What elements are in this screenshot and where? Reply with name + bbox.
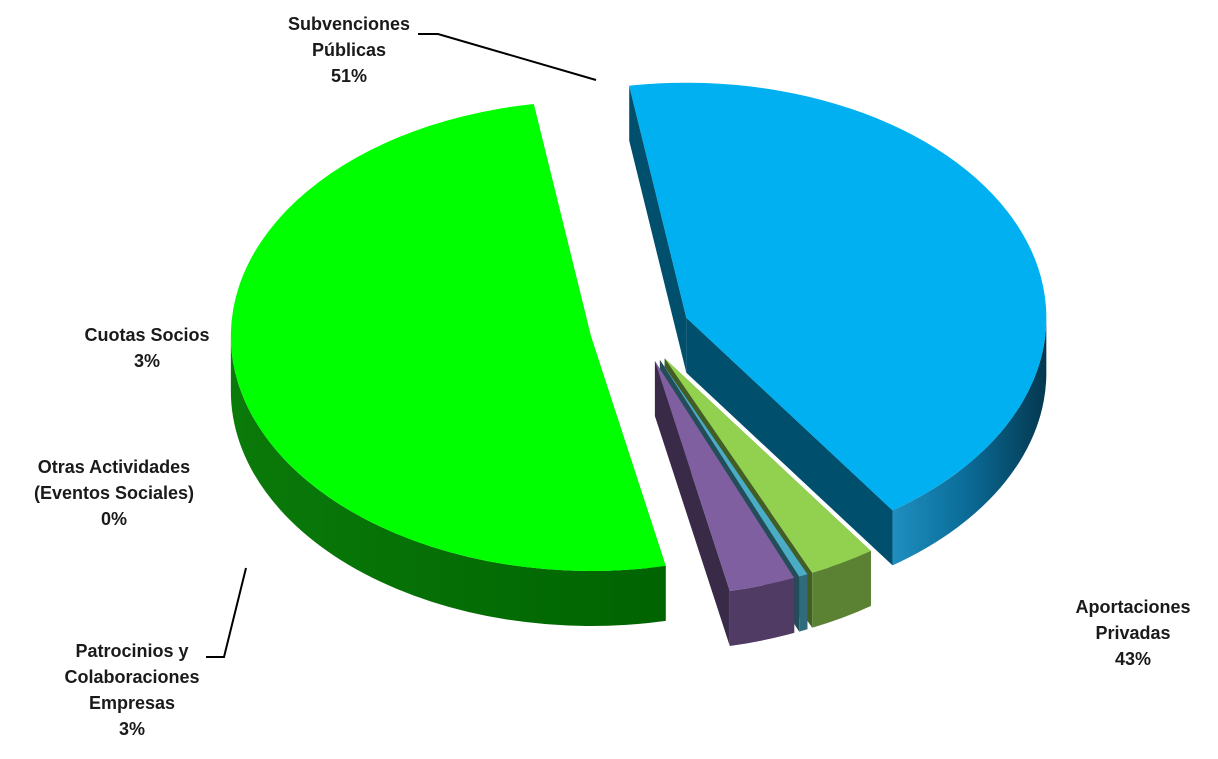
slice-subvenciones-p-blicas <box>230 103 666 626</box>
label-line: Empresas <box>88 693 176 713</box>
label-line: Colaboraciones <box>64 667 200 687</box>
slice-wall <box>686 317 893 566</box>
label-pct: 3% <box>118 719 145 739</box>
slice-label-subvenciones: Subvenciones Públicas 51% <box>254 11 444 89</box>
slice-label-aportaciones: Aportaciones Privadas 43% <box>1048 594 1218 672</box>
slice-wall <box>654 361 730 647</box>
label-line: (Eventos Sociales) <box>33 483 195 503</box>
label-line: Públicas <box>311 40 387 60</box>
slice-top <box>629 82 1047 511</box>
slice-rim <box>892 317 1047 566</box>
leader-subvenciones <box>418 33 597 81</box>
label-pct: 3% <box>133 351 160 371</box>
label-line: Cuotas Socios <box>84 325 210 345</box>
label-pct: 51% <box>330 66 368 86</box>
label-pct: 43% <box>1114 649 1152 669</box>
label-line: Privadas <box>1095 623 1171 643</box>
label-pct: 0% <box>100 509 127 529</box>
slice-label-otras-actividades: Otras Actividades (Eventos Sociales) 0% <box>4 454 224 532</box>
label-line: Aportaciones <box>1075 597 1191 617</box>
slice-rim <box>812 551 871 628</box>
slice-top <box>654 361 795 592</box>
slice-cuotas-socios <box>654 361 795 647</box>
slice-top <box>664 358 871 573</box>
slice-rim <box>729 577 795 647</box>
slice-rim <box>799 574 808 632</box>
slice-top <box>230 103 666 571</box>
slice-wall <box>629 85 687 373</box>
label-line: Subvenciones <box>287 14 411 34</box>
slice-aportaciones-privadas <box>629 82 1047 566</box>
slice-top <box>659 359 808 577</box>
slice-label-patrocinios: Patrocinios y Colaboraciones Empresas 3% <box>32 638 232 742</box>
label-line: Otras Actividades <box>37 457 191 477</box>
label-line: Patrocinios y <box>75 641 189 661</box>
slice-rim <box>230 335 666 626</box>
leader-patrocinios <box>206 567 247 658</box>
slice-label-cuotas-socios: Cuotas Socios 3% <box>62 322 232 374</box>
